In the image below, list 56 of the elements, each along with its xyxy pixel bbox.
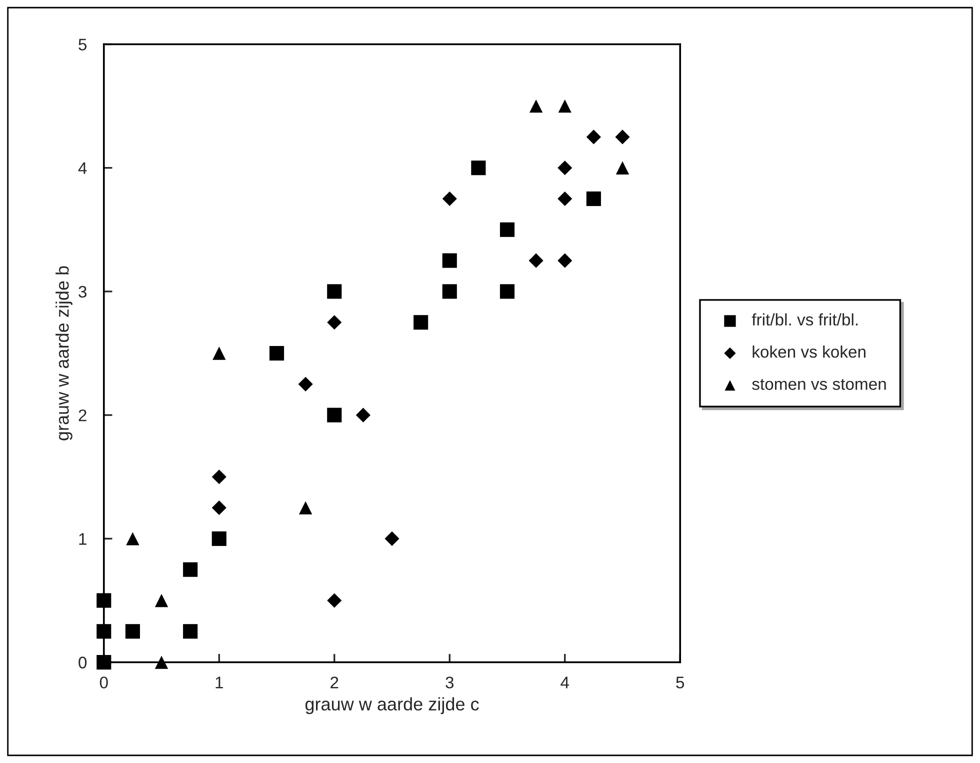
point: [96, 624, 112, 639]
x-tick-label: 1: [216, 676, 223, 688]
point: [96, 655, 112, 670]
point: [154, 594, 168, 608]
x-axis-title: grauw w aarde zijde c: [305, 697, 479, 714]
y-tick-label: 2: [78, 409, 86, 422]
point: [558, 160, 572, 176]
y-tick-label: 1: [79, 533, 86, 545]
y-tick-label: 4: [78, 162, 87, 174]
point: [414, 315, 428, 330]
x-tick-label: 2: [330, 676, 338, 688]
x-tick-label: 0: [100, 676, 108, 688]
point: [327, 315, 342, 330]
point: [212, 346, 226, 360]
point: [558, 253, 572, 268]
point: [586, 130, 601, 144]
y-tick-label: 5: [78, 38, 87, 50]
legend-label: stomen vs stomen: [752, 379, 886, 390]
point: [96, 593, 112, 608]
point: [212, 531, 226, 546]
point: [442, 191, 457, 206]
point: [558, 191, 572, 206]
y-tick-label: 3: [78, 286, 86, 298]
point: [154, 656, 168, 669]
point: [500, 284, 515, 299]
legend-label: frit/bl. vs frit/bl.: [752, 313, 858, 326]
point: [586, 191, 601, 206]
point: [126, 532, 140, 546]
point: [327, 408, 342, 422]
point: [615, 130, 630, 144]
point: [327, 284, 342, 299]
point: [356, 408, 370, 422]
point: [183, 562, 198, 577]
point: [212, 500, 226, 516]
legend-label: koken vs koken: [752, 346, 866, 358]
point: [298, 501, 312, 514]
point: [500, 222, 515, 237]
point: [212, 470, 226, 484]
point: [558, 99, 572, 113]
y-axis-title: grauw w aarde zijde b: [56, 266, 72, 440]
point: [125, 624, 140, 639]
x-tick-label: 5: [676, 676, 684, 688]
point: [616, 161, 630, 174]
y-tick-label: 0: [78, 656, 87, 668]
point: [269, 346, 284, 361]
point: [442, 253, 457, 268]
point: [442, 284, 457, 299]
point: [528, 253, 544, 268]
point: [327, 593, 342, 608]
x-tick-label: 3: [446, 676, 454, 688]
point: [384, 531, 400, 546]
x-tick-label: 4: [560, 676, 570, 688]
point: [183, 624, 198, 639]
point: [298, 376, 313, 392]
point: [529, 99, 543, 113]
point: [471, 160, 486, 176]
